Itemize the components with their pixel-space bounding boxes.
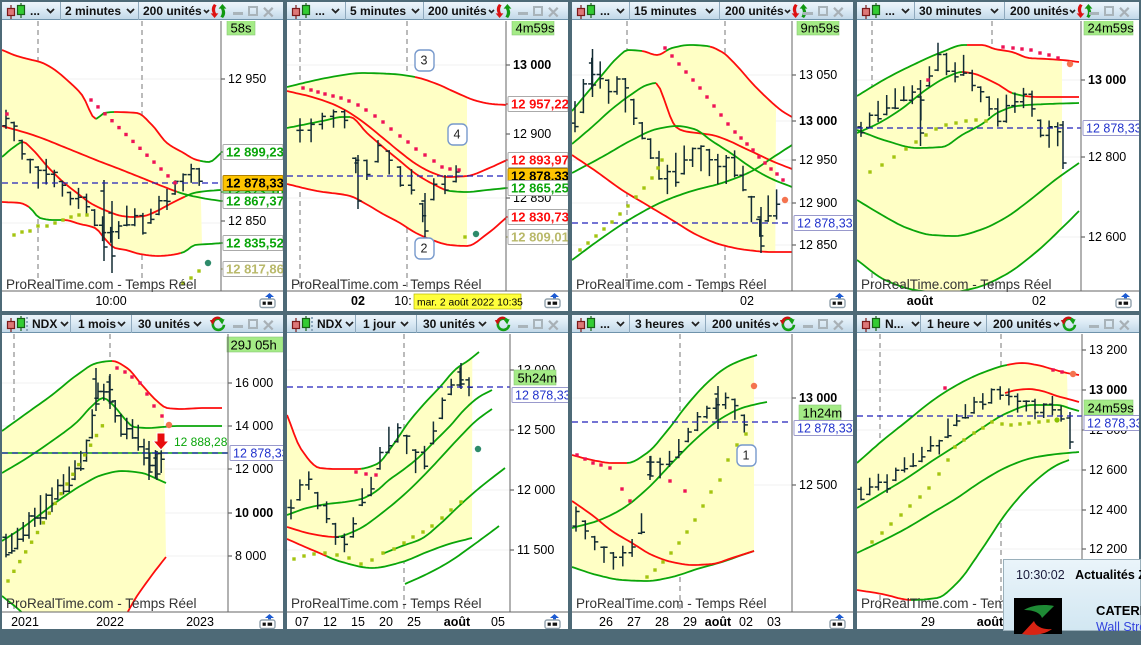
svg-text:ProRealTime.com - Temps Réel: ProRealTime.com - Temps Réel bbox=[576, 596, 767, 611]
svg-text:29: 29 bbox=[921, 615, 935, 629]
svg-text:1: 1 bbox=[743, 449, 750, 463]
svg-text:13 000: 13 000 bbox=[799, 391, 837, 405]
svg-text:12 850: 12 850 bbox=[228, 214, 266, 228]
svg-text:12 809,01: 12 809,01 bbox=[511, 230, 568, 245]
svg-text:12 865,25: 12 865,25 bbox=[511, 181, 568, 196]
svg-text:29: 29 bbox=[683, 615, 697, 629]
svg-text:12 878,33: 12 878,33 bbox=[226, 176, 283, 191]
svg-text:2021: 2021 bbox=[11, 615, 39, 629]
svg-text:3: 3 bbox=[421, 54, 428, 68]
svg-text:12 878,33: 12 878,33 bbox=[233, 447, 283, 461]
svg-text:2022: 2022 bbox=[96, 615, 124, 629]
svg-text:août: août bbox=[705, 615, 732, 629]
svg-text:58s: 58s bbox=[231, 21, 252, 36]
svg-text:12 900: 12 900 bbox=[513, 127, 551, 141]
svg-text:26: 26 bbox=[599, 615, 613, 629]
svg-text:16 000: 16 000 bbox=[235, 376, 273, 390]
svg-text:24m59s: 24m59s bbox=[1088, 21, 1135, 36]
svg-text:12 600: 12 600 bbox=[1088, 230, 1126, 244]
svg-text:12 200: 12 200 bbox=[1089, 542, 1127, 556]
svg-text:02: 02 bbox=[1032, 294, 1046, 308]
svg-text:12 817,86: 12 817,86 bbox=[226, 262, 283, 277]
svg-text:12 893,97: 12 893,97 bbox=[511, 153, 568, 168]
svg-text:15: 15 bbox=[351, 615, 365, 629]
svg-text:02: 02 bbox=[739, 615, 753, 629]
svg-text:13 000: 13 000 bbox=[799, 114, 837, 128]
svg-text:ProRealTime.com - Temps Réel: ProRealTime.com - Temps Réel bbox=[6, 596, 197, 611]
svg-text:12 500: 12 500 bbox=[799, 478, 837, 492]
svg-text:12 878,33: 12 878,33 bbox=[797, 422, 853, 436]
svg-text:12 400: 12 400 bbox=[1089, 503, 1127, 517]
svg-text:07: 07 bbox=[295, 615, 309, 629]
svg-text:4m59s: 4m59s bbox=[516, 21, 556, 36]
svg-text:12 878,33: 12 878,33 bbox=[511, 169, 568, 184]
svg-text:12 000: 12 000 bbox=[235, 462, 273, 476]
svg-text:août: août bbox=[977, 615, 1004, 629]
svg-text:12 878,33: 12 878,33 bbox=[1087, 417, 1139, 431]
svg-text:13 000: 13 000 bbox=[513, 58, 551, 72]
svg-text:2023: 2023 bbox=[186, 615, 214, 629]
svg-text:12 878,33: 12 878,33 bbox=[515, 389, 568, 403]
svg-text:29J 05h: 29J 05h bbox=[231, 338, 277, 353]
svg-text:12 500: 12 500 bbox=[517, 423, 555, 437]
svg-text:5h24m: 5h24m bbox=[518, 371, 558, 386]
svg-text:12 878,33: 12 878,33 bbox=[1086, 122, 1139, 136]
svg-text:12 900: 12 900 bbox=[799, 196, 837, 210]
svg-text:12 830,73: 12 830,73 bbox=[511, 210, 568, 225]
svg-text:27: 27 bbox=[627, 615, 641, 629]
svg-text:12 878,33: 12 878,33 bbox=[797, 217, 853, 231]
svg-text:12 835,52: 12 835,52 bbox=[226, 236, 283, 251]
svg-text:03: 03 bbox=[767, 615, 781, 629]
svg-text:CATERPILLAR: CATERPILLAR bbox=[1096, 603, 1141, 618]
svg-text:12 899,23: 12 899,23 bbox=[226, 145, 283, 160]
svg-text:13 200: 13 200 bbox=[1089, 343, 1127, 357]
svg-text:11 500: 11 500 bbox=[517, 543, 554, 557]
svg-text:mar. 2 août 2022 10:35: mar. 2 août 2022 10:35 bbox=[417, 298, 523, 309]
svg-text:8 000: 8 000 bbox=[235, 549, 266, 563]
svg-text:12 950: 12 950 bbox=[228, 72, 266, 86]
svg-text:ProRealTime.com - Temps Réel: ProRealTime.com - Temps Réel bbox=[291, 596, 482, 611]
svg-text:ProRealTime.com - Temps Réel: ProRealTime.com - Temps Réel bbox=[861, 277, 1052, 292]
svg-text:12 888,28: 12 888,28 bbox=[174, 435, 228, 449]
svg-text:02: 02 bbox=[740, 294, 754, 308]
svg-text:2: 2 bbox=[421, 242, 428, 256]
svg-text:12 957,22: 12 957,22 bbox=[511, 97, 568, 112]
svg-text:août: août bbox=[444, 615, 471, 629]
svg-text:12 867,37: 12 867,37 bbox=[226, 194, 283, 209]
svg-text:10:00: 10:00 bbox=[95, 294, 126, 308]
svg-text:28: 28 bbox=[655, 615, 669, 629]
svg-text:13 050: 13 050 bbox=[799, 68, 837, 82]
svg-text:12 850: 12 850 bbox=[799, 238, 837, 252]
svg-text:25: 25 bbox=[407, 615, 421, 629]
svg-text:12 600: 12 600 bbox=[1089, 463, 1127, 477]
svg-text:10 000: 10 000 bbox=[235, 506, 273, 520]
svg-text:4: 4 bbox=[454, 128, 461, 142]
svg-text:1h24m: 1h24m bbox=[803, 406, 843, 421]
svg-text:août: août bbox=[907, 294, 934, 308]
svg-text:13 000: 13 000 bbox=[1088, 73, 1126, 87]
svg-text:12 950: 12 950 bbox=[799, 153, 837, 167]
svg-text:12 800: 12 800 bbox=[1088, 150, 1126, 164]
svg-text:24m59s: 24m59s bbox=[1088, 401, 1135, 416]
svg-text:20: 20 bbox=[379, 615, 393, 629]
svg-text:13 000: 13 000 bbox=[1089, 383, 1127, 397]
svg-text:ProRealTime.com - Temps Réel: ProRealTime.com - Temps Réel bbox=[576, 277, 767, 292]
svg-text:12 000: 12 000 bbox=[517, 483, 555, 497]
svg-text:Wall Street: Wall Street bbox=[1096, 620, 1141, 634]
svg-text:ProRealTime.com - Temps Réel: ProRealTime.com - Temps Réel bbox=[6, 277, 197, 292]
svg-text:02: 02 bbox=[351, 294, 365, 308]
svg-text:ProRealTime.com - Temps Réel: ProRealTime.com - Temps Réel bbox=[291, 277, 482, 292]
svg-text:12: 12 bbox=[323, 615, 337, 629]
svg-text:14 000: 14 000 bbox=[235, 419, 273, 433]
svg-text:10:: 10: bbox=[394, 294, 411, 308]
svg-text:9m59s: 9m59s bbox=[801, 21, 841, 36]
svg-text:05: 05 bbox=[491, 615, 505, 629]
